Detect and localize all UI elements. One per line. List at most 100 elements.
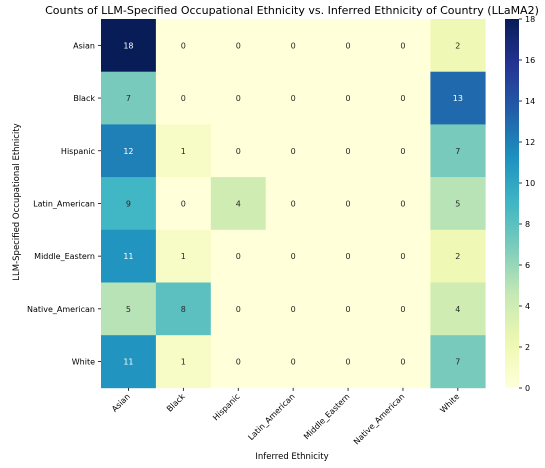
heatmap-cell xyxy=(101,177,157,231)
cell-value-label: 1 xyxy=(181,358,186,367)
cell-value-label: 0 xyxy=(291,94,296,103)
cell-value-label: 0 xyxy=(291,199,296,208)
cell-value-label: 0 xyxy=(291,147,296,156)
y-axis-ticks: Asian Black Hispanic Latin_American Middle_E… xyxy=(27,41,101,367)
colorbar-tick-label: 10 xyxy=(525,179,535,188)
cell-value-label: 0 xyxy=(346,252,351,261)
heatmap-cell xyxy=(375,71,431,125)
y-tick-label: Native_American xyxy=(27,305,95,314)
cell-value-label: 0 xyxy=(291,358,296,367)
cell-value-label: 0 xyxy=(291,41,296,50)
cell-value-label: 0 xyxy=(236,305,241,314)
heatmap-cell xyxy=(210,19,266,72)
y-tick-label: Black xyxy=(73,94,95,103)
heatmap-cell xyxy=(320,282,376,336)
x-tick-label: Hispanic xyxy=(211,392,241,422)
cell-value-label: 0 xyxy=(181,41,186,50)
heatmap-cell xyxy=(210,282,266,336)
heatmap-cell xyxy=(210,124,266,178)
heatmap-cell xyxy=(210,177,266,231)
cell-value-label: 11 xyxy=(123,358,133,367)
cell-value-label: 0 xyxy=(181,94,186,103)
cell-value-label: 0 xyxy=(346,41,351,50)
heatmap-cell xyxy=(375,229,431,283)
y-tick-label: Hispanic xyxy=(61,147,95,156)
heatmap-cell xyxy=(101,282,157,336)
heatmap-cell xyxy=(210,71,266,125)
cell-value-label: 0 xyxy=(400,41,405,50)
cell-value-label: 4 xyxy=(455,305,460,314)
heatmap-cell xyxy=(155,282,212,336)
cell-value-label: 8 xyxy=(181,305,186,314)
cell-value-label: 0 xyxy=(291,305,296,314)
heatmap-cell xyxy=(101,124,157,178)
cell-value-label: 18 xyxy=(123,41,133,50)
cell-value-label: 0 xyxy=(400,305,405,314)
heatmap-cell xyxy=(375,282,431,336)
cell-value-label: 12 xyxy=(123,147,133,156)
cell-value-label: 0 xyxy=(346,305,351,314)
heatmap-cell xyxy=(430,124,486,178)
heatmap-cell xyxy=(320,19,376,72)
heatmap-cell xyxy=(430,229,486,283)
cell-value-label: 0 xyxy=(291,252,296,261)
y-tick-label: White xyxy=(72,358,95,367)
chart-title: Counts of LLM-Specified Occupational Eth… xyxy=(45,4,539,17)
cell-value-label: 0 xyxy=(400,358,405,367)
cell-value-label: 1 xyxy=(181,252,186,261)
y-tick-label: Asian xyxy=(73,41,95,50)
cell-value-label: 7 xyxy=(455,147,460,156)
heatmap-cell xyxy=(320,177,376,231)
colorbar xyxy=(505,19,519,388)
heatmap-cell xyxy=(375,335,431,389)
heatmap-cell xyxy=(155,19,212,72)
cell-value-label: 5 xyxy=(126,305,131,314)
cell-value-label: 7 xyxy=(455,358,460,367)
cell-value-label: 0 xyxy=(236,41,241,50)
cell-value-label: 2 xyxy=(455,252,460,261)
heatmap-cell xyxy=(155,229,212,283)
x-tick-label: Asian xyxy=(110,392,132,414)
cell-value-label: 0 xyxy=(236,252,241,261)
y-tick-label: Latin_American xyxy=(33,199,95,208)
heatmap-cell xyxy=(375,19,431,72)
y-axis-label: LLM-Specified Occupational Ethnicity xyxy=(12,123,22,280)
cell-value-label: 0 xyxy=(400,147,405,156)
cell-value-label: 13 xyxy=(453,94,463,103)
cell-value-label: 0 xyxy=(236,358,241,367)
x-tick-label: Middle_Eastern xyxy=(302,392,351,441)
heatmap-cell xyxy=(265,124,321,178)
heatmap-cell xyxy=(375,177,431,231)
heatmap-cell xyxy=(155,335,212,389)
cell-value-label: 0 xyxy=(236,94,241,103)
colorbar-tick-label: 2 xyxy=(525,343,530,352)
heatmap-cell xyxy=(155,71,212,125)
heatmap-cell xyxy=(265,282,321,336)
cell-value-label: 11 xyxy=(123,252,133,261)
heatmap-cell xyxy=(320,124,376,178)
cell-value-label: 0 xyxy=(400,252,405,261)
x-axis-ticks: Asian Black Hispanic Latin_American Middle_E… xyxy=(110,387,461,446)
heatmap-cell xyxy=(320,335,376,389)
heatmap-cell xyxy=(265,71,321,125)
heatmap-cell xyxy=(101,71,157,125)
heatmap-cell xyxy=(210,335,266,389)
cell-value-label: 0 xyxy=(181,199,186,208)
heatmap-cell xyxy=(101,229,157,283)
cell-value-label: 9 xyxy=(126,199,131,208)
colorbar-ticks: 0 2 4 6 8 10 12 14 16 18 xyxy=(519,15,535,393)
heatmap-cell xyxy=(210,229,266,283)
heatmap-cell xyxy=(265,177,321,231)
heatmap-cell xyxy=(265,335,321,389)
heatmap-cell xyxy=(430,335,486,389)
cell-value-label: 0 xyxy=(236,147,241,156)
x-tick-label: Black xyxy=(165,392,187,414)
cell-value-label: 1 xyxy=(181,147,186,156)
colorbar-tick-label: 18 xyxy=(525,15,535,24)
x-tick-label: Native_American xyxy=(352,392,406,446)
heatmap-cell xyxy=(320,71,376,125)
heatmap-cell xyxy=(430,177,486,231)
